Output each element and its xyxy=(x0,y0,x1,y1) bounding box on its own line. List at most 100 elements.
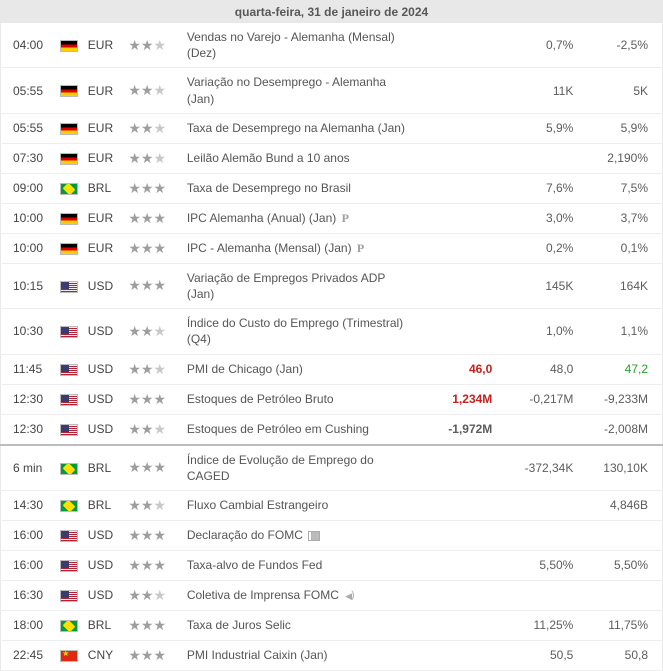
forecast-value xyxy=(500,490,581,520)
previous-value: 1,1% xyxy=(581,309,662,354)
previous-value: 2,190% xyxy=(581,143,662,173)
forecast-value xyxy=(500,414,581,445)
star-icon: ★ xyxy=(153,361,166,377)
star-icon: ★ xyxy=(153,37,166,53)
forecast-value: 5,50% xyxy=(500,550,581,580)
event-row[interactable]: 10:00EUR★★★IPC Alemanha (Anual) (Jan) P3… xyxy=(1,203,663,233)
forecast-value: -0,217M xyxy=(500,384,581,414)
actual-value xyxy=(419,173,500,203)
importance-stars: ★★★ xyxy=(124,354,183,384)
event-row[interactable]: 07:30EUR★★★Leilão Alemão Bund a 10 anos … xyxy=(1,143,663,173)
star-icon: ★ xyxy=(128,210,141,226)
star-icon: ★ xyxy=(128,323,141,339)
star-icon: ★ xyxy=(141,180,154,196)
star-icon: ★ xyxy=(128,277,141,293)
actual-value xyxy=(419,263,500,308)
importance-stars: ★★★ xyxy=(124,414,183,445)
event-row[interactable]: 05:55EUR★★★Variação no Desemprego - Alem… xyxy=(1,68,663,113)
event-row[interactable]: 16:30USD★★★Coletiva de Imprensa FOMC xyxy=(1,580,663,610)
currency-code: USD xyxy=(84,580,125,610)
event-name: Taxa-alvo de Fundos Fed xyxy=(183,550,419,580)
event-time: 07:30 xyxy=(1,143,55,173)
event-name: Variação de Empregos Privados ADP (Jan) xyxy=(183,263,419,308)
previous-value xyxy=(581,520,662,550)
forecast-value: 0,2% xyxy=(500,233,581,263)
event-time: 10:00 xyxy=(1,233,55,263)
currency-code: USD xyxy=(84,520,125,550)
event-time: 11:45 xyxy=(1,354,55,384)
event-name: Vendas no Varejo - Alemanha (Mensal) (De… xyxy=(183,23,419,68)
event-row[interactable]: 10:15USD★★★Variação de Empregos Privados… xyxy=(1,263,663,308)
event-row[interactable]: 12:30USD★★★Estoques de Petróleo Bruto 1,… xyxy=(1,384,663,414)
date-header: quarta-feira, 31 de janeiro de 2024 xyxy=(1,1,663,24)
event-row[interactable]: 04:00EUR★★★Vendas no Varejo - Alemanha (… xyxy=(1,23,663,68)
currency-code: BRL xyxy=(84,445,125,491)
event-time: 12:30 xyxy=(1,414,55,445)
star-icon: ★ xyxy=(153,421,166,437)
star-icon: ★ xyxy=(141,459,154,475)
event-row[interactable]: 6 minBRL★★★Índice de Evolução de Emprego… xyxy=(1,445,663,491)
event-row[interactable]: 16:00USD★★★Taxa-alvo de Fundos Fed 5,50%… xyxy=(1,550,663,580)
currency-code: BRL xyxy=(84,610,125,640)
event-name: Índice de Evolução de Emprego do CAGED xyxy=(183,445,419,491)
forecast-value: 11,25% xyxy=(500,610,581,640)
importance-stars: ★★★ xyxy=(124,384,183,414)
star-icon: ★ xyxy=(153,120,166,136)
flag-icon xyxy=(60,85,78,97)
event-time: 6 min xyxy=(1,445,55,491)
flag-icon xyxy=(60,620,78,632)
flag-icon xyxy=(60,243,78,255)
actual-value xyxy=(419,113,500,143)
event-row[interactable]: 05:55EUR★★★Taxa de Desemprego na Alemanh… xyxy=(1,113,663,143)
previous-value: -2,008M xyxy=(581,414,662,445)
economic-calendar-table: quarta-feira, 31 de janeiro de 2024 04:0… xyxy=(0,0,663,671)
importance-stars: ★★★ xyxy=(124,520,183,550)
event-row[interactable]: 11:45USD★★★PMI de Chicago (Jan) 46,048,0… xyxy=(1,354,663,384)
flag-cell xyxy=(55,23,84,68)
previous-value: 4,846B xyxy=(581,490,662,520)
star-icon: ★ xyxy=(153,150,166,166)
flag-cell xyxy=(55,68,84,113)
flag-icon xyxy=(60,590,78,602)
flag-cell xyxy=(55,414,84,445)
event-row[interactable]: 09:00BRL★★★Taxa de Desemprego no Brasil … xyxy=(1,173,663,203)
previous-value: 5K xyxy=(581,68,662,113)
star-icon: ★ xyxy=(153,391,166,407)
event-name: PMI Industrial Caixin (Jan) xyxy=(183,640,419,670)
preliminary-icon: P xyxy=(355,241,364,255)
audio-icon xyxy=(344,591,356,601)
event-row[interactable]: 16:00USD★★★Declaração do FOMC xyxy=(1,520,663,550)
event-row[interactable]: 10:00EUR★★★IPC - Alemanha (Mensal) (Jan)… xyxy=(1,233,663,263)
star-icon: ★ xyxy=(141,210,154,226)
forecast-value: 50,5 xyxy=(500,640,581,670)
event-time: 10:30 xyxy=(1,309,55,354)
event-row[interactable]: 14:30BRL★★★Fluxo Cambial Estrangeiro 4,8… xyxy=(1,490,663,520)
event-row[interactable]: 18:00BRL★★★Taxa de Juros Selic 11,25%11,… xyxy=(1,610,663,640)
event-row[interactable]: 22:45CNY★★★PMI Industrial Caixin (Jan) 5… xyxy=(1,640,663,670)
event-row[interactable]: 10:30USD★★★Índice do Custo do Emprego (T… xyxy=(1,309,663,354)
event-time: 14:30 xyxy=(1,490,55,520)
event-time: 18:00 xyxy=(1,610,55,640)
actual-value: -1,972M xyxy=(419,414,500,445)
star-icon: ★ xyxy=(128,647,141,663)
event-name: Declaração do FOMC xyxy=(183,520,419,550)
preliminary-icon: P xyxy=(340,211,349,225)
previous-value: 0,1% xyxy=(581,233,662,263)
flag-cell xyxy=(55,640,84,670)
star-icon: ★ xyxy=(141,617,154,633)
event-name: Taxa de Desemprego no Brasil xyxy=(183,173,419,203)
importance-stars: ★★★ xyxy=(124,233,183,263)
event-row[interactable]: 12:30USD★★★Estoques de Petróleo em Cushi… xyxy=(1,414,663,445)
importance-stars: ★★★ xyxy=(124,640,183,670)
star-icon: ★ xyxy=(153,497,166,513)
flag-cell xyxy=(55,520,84,550)
flag-icon xyxy=(60,281,78,293)
flag-cell xyxy=(55,173,84,203)
importance-stars: ★★★ xyxy=(124,23,183,68)
flag-icon xyxy=(60,394,78,406)
actual-value xyxy=(419,68,500,113)
importance-stars: ★★★ xyxy=(124,68,183,113)
star-icon: ★ xyxy=(141,82,154,98)
star-icon: ★ xyxy=(153,557,166,573)
actual-value xyxy=(419,143,500,173)
